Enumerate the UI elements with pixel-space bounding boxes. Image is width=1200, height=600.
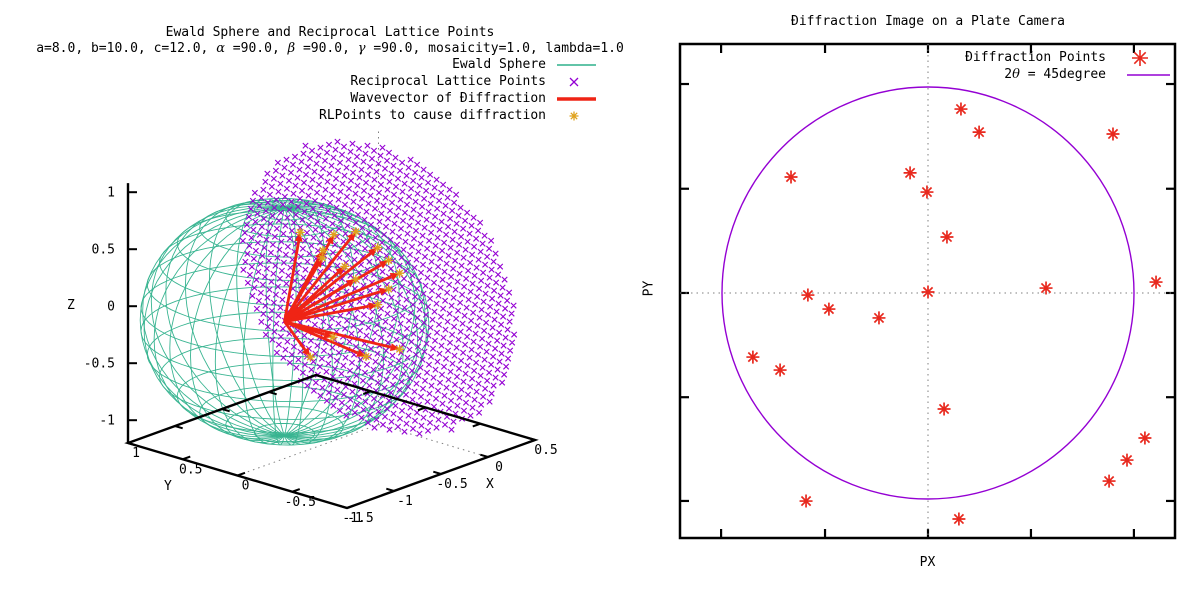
right-x-axis-label: PX bbox=[919, 555, 936, 570]
svg-text:0: 0 bbox=[242, 479, 250, 494]
ewald-sphere-line-swatch bbox=[557, 63, 596, 66]
legend-row-ewald-sphere: Ewald Sphere bbox=[150, 56, 600, 73]
svg-text:0.5: 0.5 bbox=[92, 243, 115, 258]
svg-text:0: 0 bbox=[107, 300, 115, 315]
legend-row-two-theta-ring: 2θ = 45degree bbox=[880, 66, 1172, 83]
svg-text:-0.5: -0.5 bbox=[285, 495, 316, 510]
svg-text:-0.5: -0.5 bbox=[84, 357, 115, 372]
right-plot-legend: Ðiffraction Points 2θ = 45degree bbox=[880, 49, 1172, 83]
legend-label-diffraction-points: Ðiffraction Points bbox=[965, 50, 1106, 65]
left-z-axis-label: Z bbox=[67, 298, 75, 313]
right-y-axis-label: PY bbox=[641, 280, 657, 297]
svg-text:1: 1 bbox=[132, 446, 140, 461]
left-plot-subtitle: a=8.0, b=10.0, c=12.0, α =90.0, β =90.0,… bbox=[36, 41, 624, 56]
svg-text:-1: -1 bbox=[99, 414, 115, 429]
legend-row-reciprocal-lattice: Reciprocal Lattice Points bbox=[150, 73, 600, 90]
legend-label-two-theta-ring: 2θ = 45degree bbox=[1004, 67, 1106, 82]
svg-text:-0.5: -0.5 bbox=[436, 477, 467, 492]
right-plot-title: Ðiffraction Image on a Plate Camera bbox=[791, 14, 1065, 29]
legend-label-reciprocal-lattice: Reciprocal Lattice Points bbox=[350, 74, 546, 89]
svg-text:0.5: 0.5 bbox=[534, 443, 557, 458]
two-theta-ring-line-swatch bbox=[1127, 73, 1170, 76]
legend-row-rlpoints: RLPoints to cause diffraction bbox=[150, 107, 600, 124]
legend-label-wavevector: Wavevector of Ðiffraction bbox=[350, 91, 546, 106]
left-x-axis-label: X bbox=[486, 477, 494, 492]
wavevector-line-swatch bbox=[557, 96, 596, 101]
legend-label-ewald-sphere: Ewald Sphere bbox=[452, 57, 546, 72]
svg-text:-1.5: -1.5 bbox=[342, 511, 373, 526]
legend-row-wavevector: Wavevector of Ðiffraction bbox=[150, 90, 600, 107]
legend-label-rlpoints: RLPoints to cause diffraction bbox=[319, 108, 546, 123]
legend-row-diffraction-points: Ðiffraction Points bbox=[880, 49, 1172, 66]
left-plot-title: Ewald Sphere and Reciprocal Lattice Poin… bbox=[165, 25, 495, 40]
lattice-cross-swatch bbox=[569, 77, 579, 86]
svg-text:0.5: 0.5 bbox=[179, 462, 202, 477]
svg-text:-1: -1 bbox=[347, 511, 363, 526]
svg-text:-1: -1 bbox=[397, 494, 413, 509]
svg-text:1: 1 bbox=[107, 186, 115, 201]
left-plot-legend: Ewald Sphere Reciprocal Lattice Points W… bbox=[150, 56, 600, 124]
diffraction-point-asterisk-swatch bbox=[1132, 49, 1148, 66]
rlpoint-asterisk-swatch bbox=[569, 111, 579, 120]
svg-text:0: 0 bbox=[495, 460, 503, 475]
left-y-axis-label: Y bbox=[164, 479, 172, 494]
